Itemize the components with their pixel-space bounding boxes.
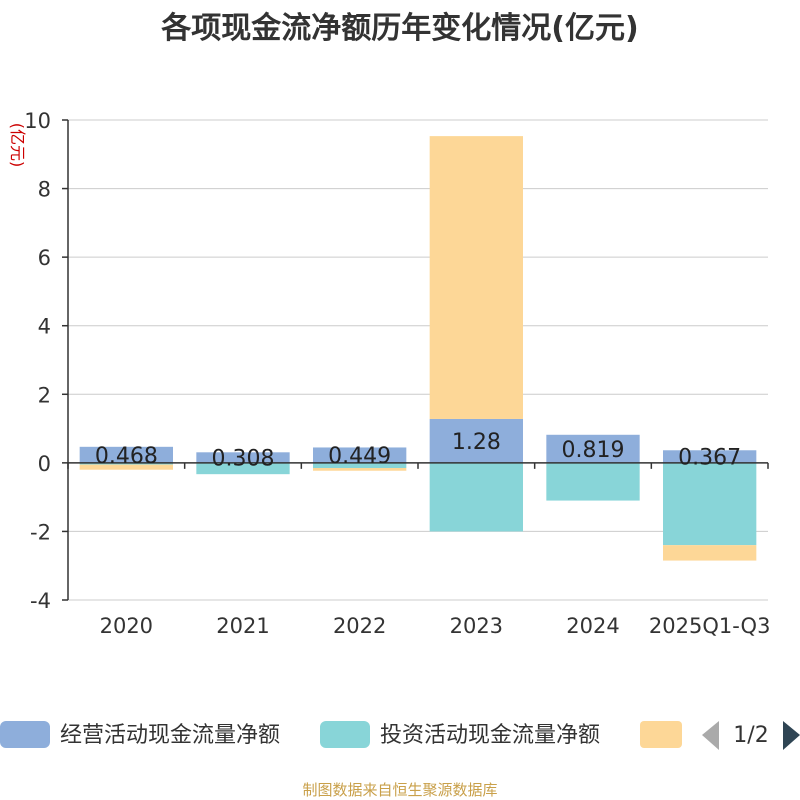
legend-next-page-icon[interactable] xyxy=(783,721,800,750)
y-tick-label: 4 xyxy=(38,315,51,339)
bar-investing-2022 xyxy=(313,462,407,468)
bar-investing-2025Q1-Q3 xyxy=(663,462,757,546)
y-tick-label: 6 xyxy=(38,246,51,270)
x-tick-label-2023: 2023 xyxy=(450,614,503,638)
data-source-note: 制图数据来自恒生聚源数据库 xyxy=(302,781,497,799)
bar-operating-2023 xyxy=(429,418,523,463)
bar-investing-2021 xyxy=(196,462,290,475)
bar-investing-2024 xyxy=(546,462,640,501)
bar-financing-2023 xyxy=(429,136,523,419)
y-tick-label: -4 xyxy=(30,589,51,613)
legend-swatch-investing[interactable] xyxy=(320,721,370,748)
x-tick-label-2020: 2020 xyxy=(100,614,153,638)
bar-financing-2022 xyxy=(313,468,407,471)
legend-page-indicator: 1/2 xyxy=(733,723,768,748)
legend-swatch-operating[interactable] xyxy=(0,721,50,748)
bar-operating-2024 xyxy=(546,434,640,463)
y-tick-label: 10 xyxy=(24,109,51,133)
x-tick-label-2025Q1-Q3: 2025Q1-Q3 xyxy=(649,614,771,638)
legend: 经营活动现金流量净额 投资活动现金流量净额 1/2 xyxy=(0,721,800,750)
data-label-2021: 0.308 xyxy=(212,447,275,472)
x-tick-label-2021: 2021 xyxy=(216,614,269,638)
bar-investing-2020 xyxy=(79,462,173,465)
legend-label-investing[interactable]: 投资活动现金流量净额 xyxy=(380,723,600,748)
axes: 10 8 6 4 2 0 -2 -4 2020 2021 2022 2023 2024 2025Q1-Q3 xyxy=(24,109,770,638)
y-tick-label: 8 xyxy=(38,178,51,202)
bar-financing-2020 xyxy=(79,464,173,470)
bar-operating-2020 xyxy=(79,446,173,463)
data-label-2020: 0.468 xyxy=(95,444,158,469)
chart-title: 各项现金流净额历年变化情况(亿元) xyxy=(160,11,638,46)
bar-operating-2022 xyxy=(313,447,407,463)
y-tick-label: 2 xyxy=(38,383,51,407)
y-tick-label: 0 xyxy=(38,452,51,476)
data-label-2024: 0.819 xyxy=(562,438,625,463)
bar-investing-2023 xyxy=(429,462,523,532)
legend-swatch-financing[interactable] xyxy=(640,721,682,748)
bars xyxy=(79,136,757,561)
bar-operating-2025Q1-Q3 xyxy=(663,450,757,463)
data-labels: 0.468 0.308 0.449 1.28 0.819 0.367 xyxy=(95,430,741,472)
data-label-2023: 1.28 xyxy=(452,430,501,455)
bar-financing-2025Q1-Q3 xyxy=(663,545,757,561)
x-tick-label-2024: 2024 xyxy=(566,614,619,638)
grid-lines xyxy=(68,119,768,601)
x-tick-label-2022: 2022 xyxy=(333,614,386,638)
data-label-2022: 0.449 xyxy=(328,444,391,469)
data-label-2025Q1-Q3: 0.367 xyxy=(678,446,741,471)
legend-prev-page-icon[interactable] xyxy=(702,721,719,750)
legend-label-operating[interactable]: 经营活动现金流量净额 xyxy=(60,723,280,748)
y-tick-label: -2 xyxy=(30,520,51,544)
y-axis-unit-label: (亿元) xyxy=(8,123,27,168)
bar-operating-2021 xyxy=(196,452,290,463)
